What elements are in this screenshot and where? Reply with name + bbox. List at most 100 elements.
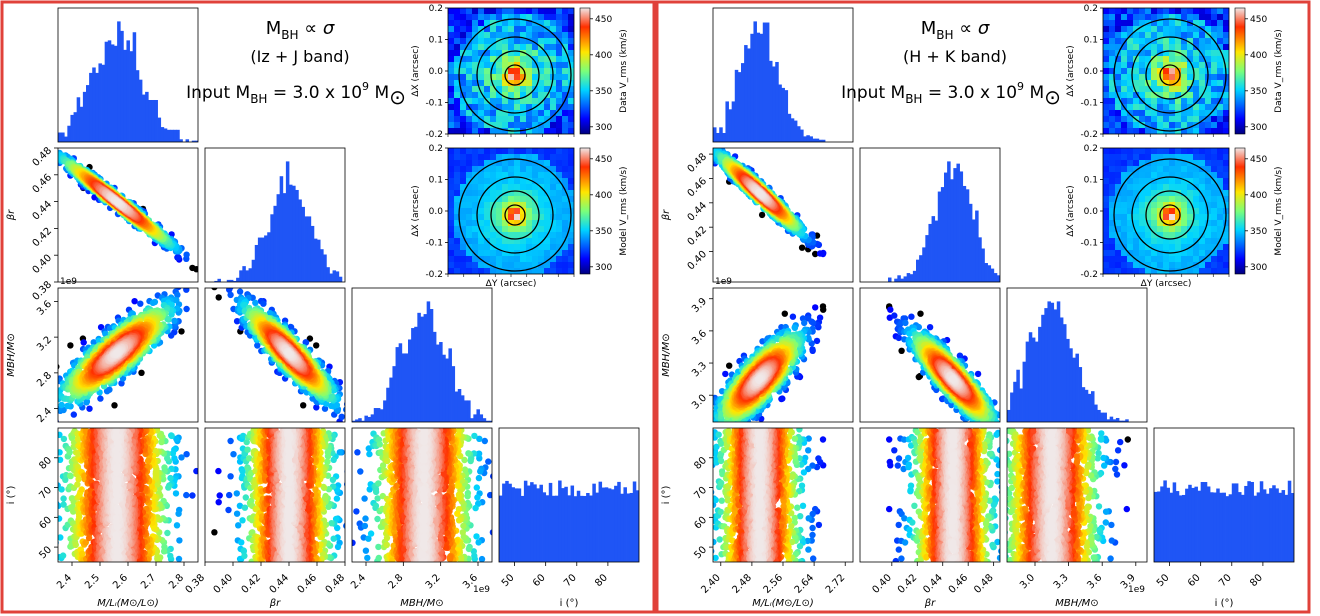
hist-bar [114,46,118,142]
hist-bar [301,207,305,282]
corner-cell-0-1: 0.380.400.420.440.460.48βr [6,133,211,303]
corner-cell-0-3: 2.4 2.5 2.6 2.7 2.8M/Lᵢ(M⊙/L⊙)50607080i (°) [6,425,211,609]
hist-bar [286,161,290,282]
scatter-point [167,475,173,481]
y-tick-label: 0.48 [31,145,55,169]
hist-bar [245,270,249,282]
y-tick-label: 0.38 [31,279,55,303]
scatter-point [114,484,120,490]
scatter-point [189,492,195,498]
scatter-point [60,495,66,501]
scatter-point [51,394,57,400]
scatter-point [183,306,189,312]
scatter-point [56,449,62,455]
hist-bar [295,190,299,282]
hist-bar [314,239,318,282]
scatter-point [74,481,80,487]
scatter-point [183,287,189,293]
scatter-point [164,530,170,536]
hist-bar [70,115,74,142]
scatter-point [346,421,352,427]
scatter-point [64,403,70,409]
hist-bar [92,67,96,142]
hist-bar [133,32,137,142]
scatter-point [175,511,181,517]
hist-bar [298,199,302,282]
y-tick-label: 3.2 [35,334,54,353]
scatter-point [40,137,46,143]
hist-bar [305,216,309,282]
hist-bar [74,112,78,142]
scatter-point [183,492,189,498]
x-tick-label: 2.4 [55,572,74,591]
corner-cell-1-2 [205,275,360,436]
scatter-point [350,415,356,421]
scatter-point [114,467,120,473]
y-tick-label: 60 [37,515,54,532]
hist-bar [239,270,243,282]
cell-content [58,21,198,142]
scatter-point [79,486,85,492]
scatter-point [34,508,40,514]
scatter-point [161,548,167,554]
scatter-point [176,556,182,562]
y-tick-label: 0.42 [31,226,55,250]
scatter-point [51,539,57,545]
hist-bar [261,238,265,282]
y-tick-label: 2.8 [35,370,54,389]
y-tick-label: 50 [37,544,54,561]
scatter-point [114,505,120,511]
x-tick-label: 2.5 [83,572,102,591]
scatter-point [200,266,206,272]
hist-bar [67,126,71,142]
corner-cell-0-0 [58,8,198,142]
hist-bar [148,100,152,142]
hist-bar [258,238,262,282]
hist-bar [217,279,221,282]
scatter-point [50,396,56,402]
scatter-point [67,342,73,348]
hist-bar [176,130,180,142]
y-tick-label: 0.40 [31,253,55,277]
hist-bar [311,226,315,282]
hist-bar [161,127,165,142]
hist-bar [105,42,109,142]
hist-bar [108,40,112,142]
scatter-point [154,556,160,562]
hist-bar [83,92,87,142]
scatter-point [51,421,57,427]
scatter-point [175,254,181,260]
x-tick-label: 2.6 [111,572,130,591]
scatter-point [137,301,143,307]
hist-bar [158,118,162,142]
scatter-point [81,339,87,345]
scatter-point [73,542,79,548]
scatter-point [131,298,137,304]
hist-bar [80,107,84,142]
scatter-point [211,284,217,290]
hist-bar [120,31,124,142]
cell-content [211,275,360,436]
hist-bar [98,63,102,142]
hist-bar [58,133,62,142]
y-axis-label: MBH/M⊙ [6,333,17,376]
scatter-point [260,301,266,307]
scatter-point [111,402,117,408]
scatter-point [216,294,222,300]
y-axis-label: i (°) [6,486,17,505]
hist-bar [317,240,321,282]
hist-bar [77,97,81,142]
hist-bar [167,130,171,142]
hist-bar [333,270,337,282]
scatter-point [58,486,64,492]
hist-bar [336,271,340,282]
scatter-point [150,300,156,306]
hist-bar [126,40,130,142]
scatter-point [114,446,120,452]
scatter-point [183,252,189,258]
scatter-point [200,499,206,505]
scatter-point [114,452,120,458]
hist-bar [186,139,190,142]
hist-bar [179,139,183,142]
